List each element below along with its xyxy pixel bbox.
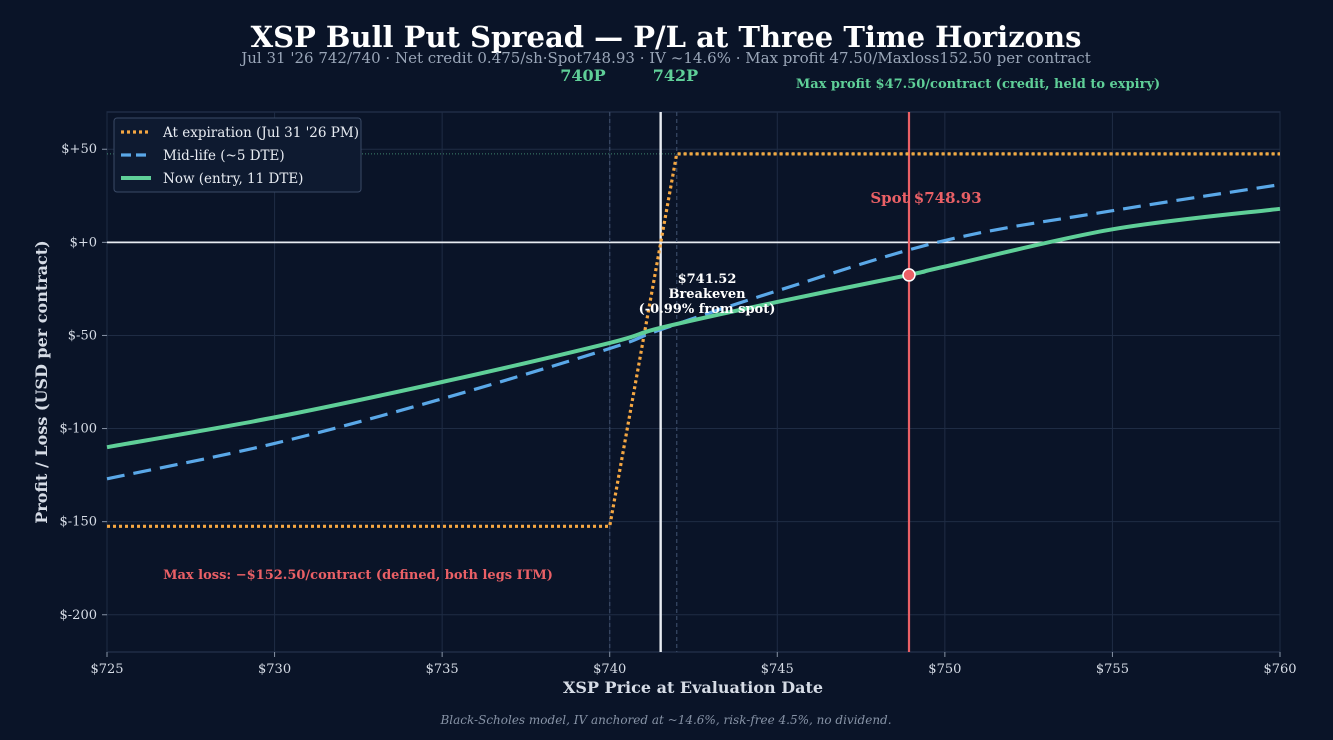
x-tick-label: $760 <box>1263 662 1296 677</box>
y-tick-label: $-200 <box>60 608 97 623</box>
legend: At expiration (Jul 31 '26 PM) Mid-life (~… <box>113 117 362 193</box>
strike-label-742P: 742P <box>653 66 698 85</box>
x-tick-label: $725 <box>90 662 123 677</box>
legend-label-mid-life: Mid-life (~5 DTE) <box>163 148 285 164</box>
y-tick-label: $+0 <box>70 235 97 250</box>
footnote: Black-Scholes model, IV anchored at ~14.… <box>439 713 891 727</box>
legend-label-now: Now (entry, 11 DTE) <box>163 171 303 187</box>
chart-title: XSP Bull Put Spread — P/L at Three Time … <box>251 20 1082 54</box>
y-tick-label: $-100 <box>60 422 97 437</box>
y-tick-label: $+50 <box>61 142 97 157</box>
annotations: 740P 742P Spot $748.93 Max profit $47.50/co… <box>163 66 1160 583</box>
legend-label-expiration: At expiration (Jul 31 '26 PM) <box>162 125 359 141</box>
x-tick-label: $745 <box>761 662 794 677</box>
x-tick-label: $740 <box>593 662 626 677</box>
max-loss-label: Max loss: −$152.50/contract (defined, bo… <box>163 568 553 583</box>
series <box>106 152 1281 528</box>
series-line-now <box>106 206 1281 450</box>
legend-box <box>113 117 362 193</box>
x-axis-label: XSP Price at Evaluation Date <box>563 678 823 697</box>
series-line-expiration <box>107 152 1280 528</box>
strike-label-740P: 740P <box>560 66 605 85</box>
y-tick-label: $-150 <box>60 515 97 530</box>
spot-label: Spot $748.93 <box>870 189 981 207</box>
breakeven-name-label: Breakeven <box>668 287 746 302</box>
ticks: $725 $730 $735 $740 $745 $750 $755 $760 $+50 $+0 $… <box>60 142 1297 677</box>
x-tick-label: $750 <box>928 662 961 677</box>
breakeven-pct-label: (-0.99% from spot) <box>639 302 776 317</box>
breakeven-price-label: $741.52 <box>678 272 737 287</box>
x-tick-label: $735 <box>426 662 459 677</box>
x-tick-label: $730 <box>258 662 291 677</box>
y-tick-label: $-50 <box>68 328 97 343</box>
y-axis-label: Profit / Loss (USD per contract) <box>32 240 51 523</box>
spot-marker <box>902 268 916 282</box>
series-line-mid-life <box>106 183 1281 481</box>
x-tick-label: $755 <box>1096 662 1129 677</box>
max-profit-label: Max profit $47.50/contract (credit, held… <box>796 77 1160 92</box>
chart-subtitle: Jul 31 '26 742/740 · Net credit 0.475/sh… <box>239 49 1090 67</box>
